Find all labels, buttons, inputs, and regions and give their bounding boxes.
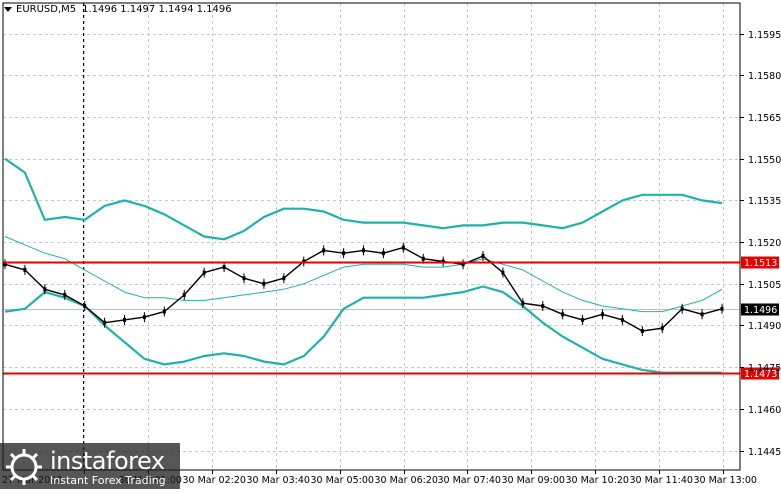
price-point <box>322 248 326 253</box>
price-point <box>461 262 465 267</box>
level-tag-1.1513 <box>741 256 779 269</box>
price-point <box>660 326 664 331</box>
price-point <box>23 267 27 272</box>
y-tick-label: 1.1520 <box>748 238 781 249</box>
price-point <box>63 292 67 297</box>
price-point <box>202 270 206 275</box>
price-point <box>43 287 47 292</box>
price-point <box>501 270 505 275</box>
price-point <box>83 303 87 308</box>
level-label-1.1513: 1.1513 <box>744 258 777 269</box>
x-tick-label: 30 Mar 02:20 <box>183 475 246 486</box>
price-point <box>640 329 644 334</box>
x-tick-label: 30 Mar 09:00 <box>502 475 565 486</box>
watermark-panel <box>0 443 180 489</box>
upper-band-line <box>4 157 723 241</box>
price-point <box>282 276 286 281</box>
x-tick-label: 30 Mar 10:20 <box>566 475 629 486</box>
price-point <box>123 317 126 322</box>
price-point <box>720 306 724 311</box>
price-point <box>162 309 166 314</box>
ohlc-values: 1.1496 1.1497 1.1494 1.1496 <box>82 4 232 15</box>
plot-frame <box>2 2 741 471</box>
price-point <box>242 276 246 281</box>
y-tick-label: 1.1595 <box>748 30 781 41</box>
price-point <box>142 315 146 320</box>
price-point <box>521 301 525 306</box>
price-point <box>182 292 186 297</box>
y-tick-label: 1.1535 <box>748 196 781 207</box>
price-point <box>541 303 545 308</box>
y-tick-label: 1.1580 <box>748 71 781 82</box>
x-tick-label: 30 Mar 13:00 <box>694 475 757 486</box>
y-tick-label: 1.1475 <box>748 363 781 374</box>
price-point <box>561 312 565 317</box>
price-point <box>3 262 7 267</box>
lower-band-line <box>4 285 722 374</box>
price-point <box>401 245 405 250</box>
y-tick-label: 1.1505 <box>748 280 781 291</box>
price-point <box>103 320 107 325</box>
dropdown-triangle-icon[interactable] <box>4 6 12 12</box>
watermark-brand: instaforex <box>50 447 165 475</box>
watermark-tagline: Instant Forex Trading <box>50 474 166 487</box>
price-point <box>362 248 365 253</box>
x-tick-label: 30 Mar 07:40 <box>438 475 501 486</box>
price-point <box>421 256 425 261</box>
level-label-1.1473: 1.1473 <box>744 369 777 380</box>
x-tick-label: 30 Mar 03:40 <box>247 475 310 486</box>
price-point <box>581 317 585 322</box>
price-point <box>481 253 485 258</box>
level-tag-1.1473 <box>741 367 779 380</box>
y-tick-label: 1.1550 <box>748 155 781 166</box>
price-point <box>342 251 346 256</box>
x-tick-label: 30 Mar 11:40 <box>630 475 693 486</box>
price-point <box>700 312 704 317</box>
current-price-label: 1.1496 <box>744 305 777 316</box>
price-point <box>262 281 266 286</box>
price-point <box>381 251 385 256</box>
grid-lines <box>3 3 740 470</box>
y-tick-label: 1.1565 <box>748 113 781 124</box>
price-point <box>222 265 226 270</box>
price-line <box>4 246 723 332</box>
moving-average-line <box>4 236 723 313</box>
price-point <box>620 317 624 322</box>
price-point <box>601 312 604 317</box>
y-tick-label: 1.1490 <box>748 321 781 332</box>
y-tick-label: 1.1445 <box>748 447 781 458</box>
axes: 1.1595 1.1580 1.1565 1.1550 1.1535 1.1520 1.15… <box>2 2 781 486</box>
series-layer <box>3 157 724 374</box>
x-tick-label: 30 Mar 05:00 <box>311 475 374 486</box>
y-tick-label: 1.1460 <box>748 405 781 416</box>
instaforex-logo-icon <box>6 449 42 485</box>
level-lines[interactable]: 1.1513 1.1473 <box>3 256 779 381</box>
symbol-label: EURUSD,M5 <box>16 4 77 15</box>
price-point <box>680 306 684 311</box>
current-price-tag <box>741 303 779 316</box>
chart-header: EURUSD,M5 1.1496 1.1497 1.1494 1.1496 <box>4 4 232 15</box>
x-tick-label: 30 Mar 06:20 <box>375 475 438 486</box>
